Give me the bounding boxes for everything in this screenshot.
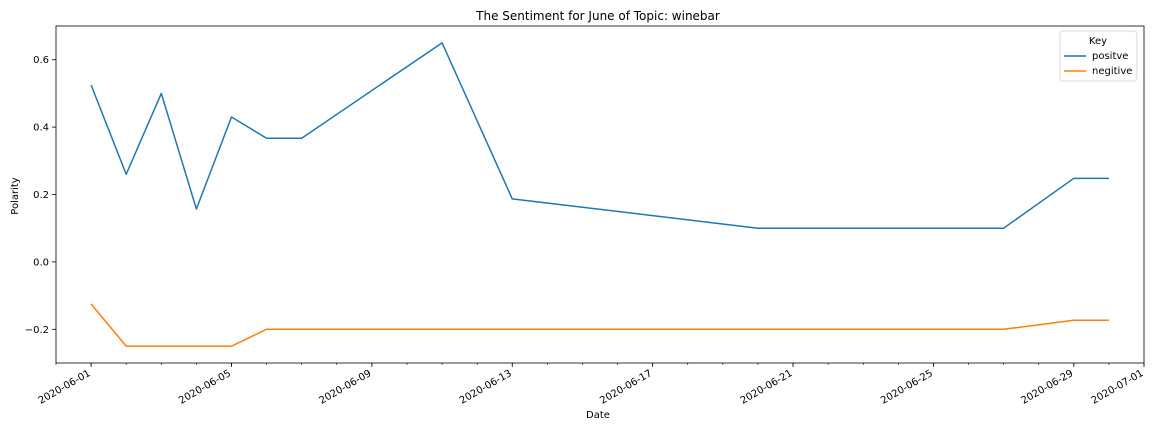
legend-label-positve: positve bbox=[1092, 51, 1128, 62]
plot-frame bbox=[55, 25, 1145, 364]
x-tick-label: 2020-06-17 bbox=[598, 368, 654, 407]
chart-title: The Sentiment for June of Topic: winebar bbox=[475, 9, 720, 23]
x-tick-label: 2020-07-01 bbox=[1090, 368, 1146, 407]
plot-area bbox=[55, 25, 1145, 364]
x-tick-label: 2020-06-25 bbox=[879, 368, 935, 407]
x-tick-label: 2020-06-09 bbox=[318, 368, 374, 407]
series-line-positve bbox=[90, 42, 1109, 229]
x-axis-label: Date bbox=[586, 410, 610, 421]
legend-title: Key bbox=[1089, 36, 1107, 47]
y-tick-label: 0.6 bbox=[33, 55, 49, 66]
series-line-negitive bbox=[90, 303, 1109, 347]
y-tick-label: 0.2 bbox=[33, 190, 49, 201]
y-axis-ticks: −0.2 0.0 0.2 0.4 0.6 bbox=[25, 55, 56, 336]
legend-frame bbox=[1059, 30, 1138, 82]
y-axis-label: Polarity bbox=[10, 177, 21, 215]
x-axis-ticks: 2020-06-01 2020-06-05 2020-06-09 2020-06-13… bbox=[37, 363, 1146, 407]
x-tick-label: 2020-06-21 bbox=[739, 368, 795, 407]
legend: Key positve negitive bbox=[1059, 30, 1138, 82]
legend-label-negitive: negitive bbox=[1092, 66, 1132, 77]
y-tick-label: 0.4 bbox=[33, 123, 49, 134]
x-tick-label: 2020-06-05 bbox=[177, 368, 233, 407]
x-tick-label: 2020-06-29 bbox=[1019, 368, 1075, 407]
y-tick-label: 0.0 bbox=[33, 257, 49, 268]
series-layer bbox=[90, 42, 1109, 347]
x-tick-label: 2020-06-13 bbox=[458, 368, 514, 407]
x-tick-label: 2020-06-01 bbox=[37, 368, 93, 407]
y-tick-label: −0.2 bbox=[25, 325, 49, 336]
